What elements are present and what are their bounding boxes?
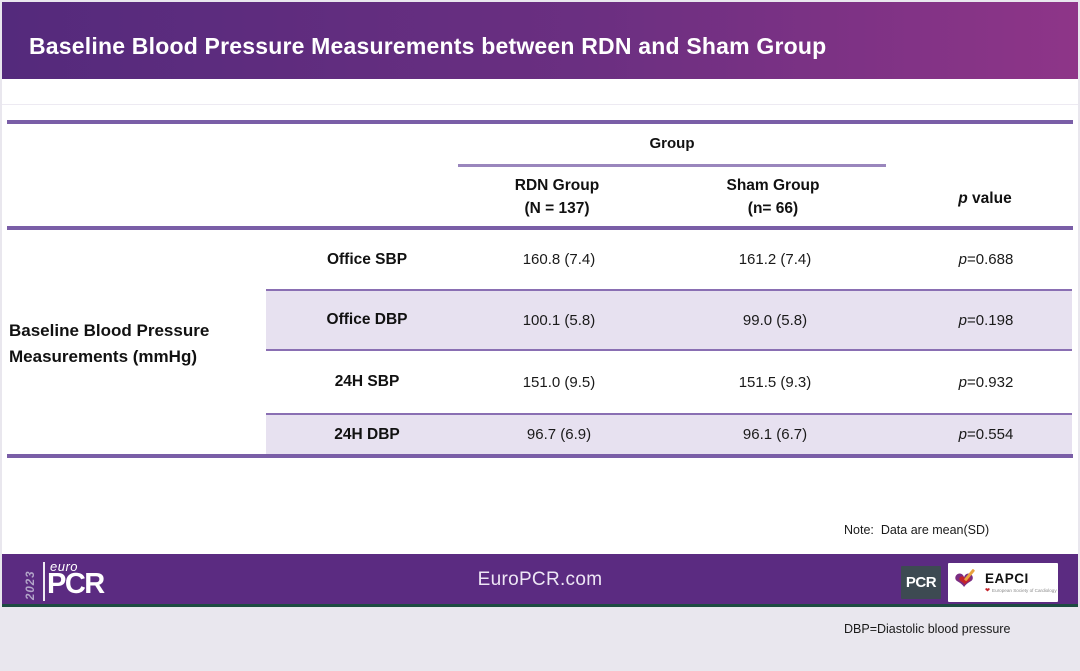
faint-divider xyxy=(2,104,1078,105)
cell-sham: 161.2 (7.4) xyxy=(738,251,812,268)
p-rest: =0.688 xyxy=(967,251,1014,268)
table-column-headers: RDN Group (N = 137) Sham Group (n= 66) p… xyxy=(466,174,1072,222)
row-group-label-line1: Baseline Blood Pressure xyxy=(9,321,210,340)
cell-pvalue: p=0.554 xyxy=(900,426,1072,443)
eapci-heart-icon: ❤ ❤ xyxy=(954,567,976,595)
column-header-pvalue: p value xyxy=(898,174,1072,222)
cell-sham: 151.5 (9.3) xyxy=(738,373,812,391)
p-italic: p xyxy=(958,311,968,329)
column-header-sham-n: (n= 66) xyxy=(747,200,799,217)
cell-sham: 99.0 (5.8) xyxy=(742,311,808,329)
group-underline xyxy=(458,164,886,167)
eapci-logo: ❤ ❤ EAPCI ❤ European Society of Cardiolo… xyxy=(948,563,1058,602)
eapci-subtitle: European Society of Cardiology xyxy=(992,588,1057,593)
row-label: 24H SBP xyxy=(334,373,400,390)
p-rest: =0.198 xyxy=(967,311,1014,329)
table-row-office-dbp: Office DBP 100.1 (5.8) 99.0 (5.8) p=0.19… xyxy=(266,289,1072,351)
p-italic: p xyxy=(958,251,968,268)
bottom-accent-strip xyxy=(2,604,1078,607)
logo-pcr-text: PCR xyxy=(47,568,105,600)
group-header: Group xyxy=(649,135,695,152)
slide-title: Baseline Blood Pressure Measurements bet… xyxy=(29,33,827,59)
column-header-rdn-n: (N = 137) xyxy=(524,200,590,217)
p-italic: p xyxy=(958,373,968,391)
logo-euro-text: euro xyxy=(50,559,79,574)
row-label: Office SBP xyxy=(326,250,408,268)
esc-mini-heart-icon: ❤ xyxy=(985,588,991,594)
europcr-site-link: EuroPCR.com xyxy=(477,569,603,590)
cell-rdn: 151.0 (9.5) xyxy=(522,373,596,391)
row-label: 24H DBP xyxy=(334,425,400,443)
column-header-sham-label: Sham Group xyxy=(726,177,820,194)
p-rest: =0.554 xyxy=(967,426,1014,443)
row-label: Office DBP xyxy=(326,311,408,328)
cell-rdn: 100.1 (5.8) xyxy=(522,311,596,329)
footer-bar: 2023 euro PCR EuroPCR.com PCR ❤ ❤ EAPCI … xyxy=(2,554,1078,604)
cell-pvalue: p=0.688 xyxy=(900,251,1072,268)
title-bar: Baseline Blood Pressure Measurements bet… xyxy=(2,2,1078,79)
table-rule-top xyxy=(7,120,1073,124)
cell-rdn: 96.7 (6.9) xyxy=(526,426,592,443)
column-header-sham: Sham Group (n= 66) xyxy=(648,174,898,222)
row-group-label: Baseline Blood Pressure Measurements (mm… xyxy=(9,318,267,370)
table-row-office-sbp: Office SBP 160.8 (7.4) 161.2 (7.4) p=0.6… xyxy=(266,230,1072,289)
europcr-2023-logo: 2023 euro PCR xyxy=(25,558,121,602)
cell-sham: 96.1 (6.7) xyxy=(742,426,808,443)
column-header-rdn-label: RDN Group xyxy=(514,177,600,194)
table-row-24h-dbp: 24H DBP 96.7 (6.9) 96.1 (6.7) p=0.554 xyxy=(266,413,1072,454)
note-line1: Note: Data are mean(SD) xyxy=(844,523,990,537)
cell-rdn: 160.8 (7.4) xyxy=(522,251,596,268)
table-rule-bottom xyxy=(7,454,1073,458)
column-header-rdn: RDN Group (N = 137) xyxy=(466,174,648,222)
p-rest: value xyxy=(967,189,1012,207)
eapci-name: EAPCI xyxy=(985,571,1029,586)
table-row-24h-sbp: 24H SBP 151.0 (9.5) 151.5 (9.3) p=0.932 xyxy=(266,351,1072,413)
logo-separator xyxy=(43,562,45,601)
table-rule-header-bottom xyxy=(7,226,1073,230)
cell-pvalue: p=0.198 xyxy=(900,312,1072,329)
p-italic: p xyxy=(958,189,968,207)
note-line3: DBP=Diastolic blood pressure xyxy=(844,622,1011,636)
pcr-badge-logo: PCR xyxy=(901,566,941,599)
p-italic: p xyxy=(958,426,968,443)
row-group-label-line2: Measurements (mmHg) xyxy=(9,347,197,366)
cell-pvalue: p=0.932 xyxy=(900,374,1072,391)
slide: Baseline Blood Pressure Measurements bet… xyxy=(2,2,1078,636)
p-rest: =0.932 xyxy=(967,373,1014,391)
